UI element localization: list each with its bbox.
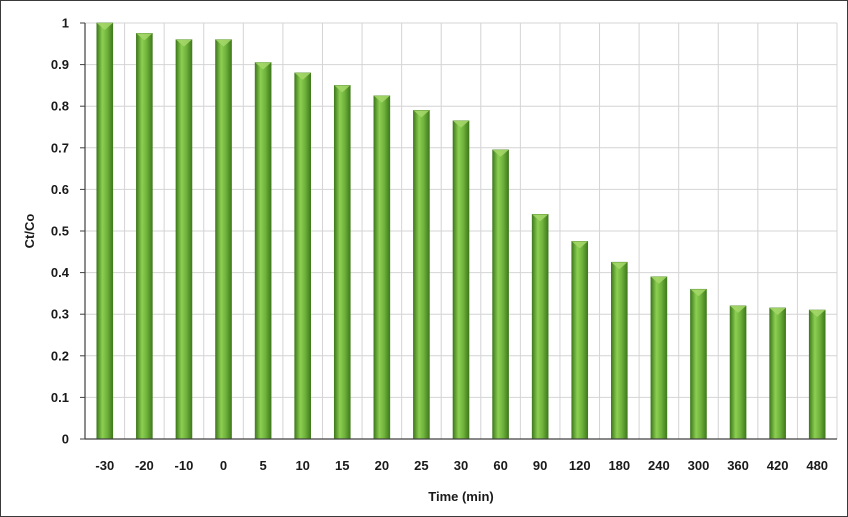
bar (294, 72, 311, 440)
bar-cap (215, 39, 232, 47)
bar-cap (690, 289, 707, 297)
bar (690, 288, 707, 440)
x-axis-title: Time (min) (428, 489, 494, 504)
y-tick-label: 0.5 (51, 224, 69, 239)
x-tick-labels: -30 -20 -10 0 5 10 15 20 25 30 60 90 120 180 240 300 360… (95, 458, 828, 473)
x-tick-label: 20 (375, 458, 389, 473)
bar (373, 95, 391, 440)
bar (729, 305, 747, 440)
bar (492, 149, 509, 440)
y-tick-labels: 0 0.1 0.2 0.3 0.4 0.5 0.6 0.7 0.8 0.9 1 (51, 16, 70, 447)
bar (333, 85, 351, 440)
bar-cap (334, 85, 351, 93)
bar (769, 307, 786, 440)
bar-body (571, 241, 589, 440)
bar (452, 120, 470, 440)
bar-body (492, 149, 509, 440)
bar-body (373, 95, 391, 440)
bar-cap (413, 110, 430, 118)
x-tick-label: 0 (220, 458, 227, 473)
bar-cap (453, 120, 469, 128)
bar (531, 214, 549, 440)
bar-cap (96, 23, 113, 30)
bar (571, 241, 589, 440)
bar-body (808, 309, 826, 440)
x-tick-label: 180 (608, 458, 630, 473)
bar (808, 309, 826, 440)
bar (96, 22, 114, 440)
bar (215, 39, 232, 440)
bar-body (215, 39, 232, 440)
y-tick-label: 0.1 (51, 390, 69, 405)
bar-body (254, 62, 272, 440)
bar-cap (730, 305, 747, 313)
x-tick-label: 5 (259, 458, 266, 473)
bar-cap (492, 149, 509, 157)
bar-body (452, 120, 470, 440)
y-tick-label: 0.9 (51, 57, 69, 72)
bar-cap (373, 95, 390, 103)
x-tick-label: -20 (135, 458, 154, 473)
bar-body (333, 85, 351, 440)
bars (96, 22, 826, 440)
bar-cap (136, 33, 153, 41)
grid-lines (85, 22, 838, 439)
y-tick-label: 0.2 (51, 348, 69, 363)
x-tick-label: 25 (414, 458, 428, 473)
bar-cap (294, 72, 311, 80)
y-tick-label: 0.4 (51, 265, 70, 280)
bar-body (294, 72, 311, 440)
bar-cap (769, 307, 786, 315)
bar-body (96, 22, 114, 440)
bar-body (690, 288, 707, 440)
y-axis-title: Ct/Co (22, 214, 37, 249)
bar-cap (255, 62, 272, 70)
bar-cap (571, 241, 588, 249)
bar (254, 62, 272, 440)
x-tick-label: 60 (493, 458, 507, 473)
bar-body (413, 110, 430, 440)
bar-body (175, 39, 193, 440)
y-tick-label: 0.3 (51, 307, 69, 322)
x-tick-label: 420 (767, 458, 789, 473)
bar-cap (611, 262, 628, 270)
axes (80, 22, 837, 440)
x-tick-label: -10 (175, 458, 194, 473)
x-tick-label: 15 (335, 458, 349, 473)
x-tick-label: 30 (454, 458, 468, 473)
bar-cap (809, 310, 826, 318)
bar-cap (175, 39, 192, 47)
bar (611, 261, 628, 440)
bar-body (650, 276, 668, 440)
y-tick-label: 0.6 (51, 182, 69, 197)
bar (413, 110, 430, 440)
x-tick-label: 480 (806, 458, 828, 473)
x-tick-label: 360 (727, 458, 749, 473)
y-tick-label: 0 (62, 432, 69, 447)
x-tick-label: -30 (95, 458, 114, 473)
y-tick-label: 1 (62, 16, 69, 31)
x-tick-label: 240 (648, 458, 670, 473)
y-tick-label: 0.7 (51, 140, 69, 155)
bar-body (531, 214, 549, 440)
bar-body (136, 33, 153, 440)
x-tick-label: 120 (569, 458, 591, 473)
bar-body (729, 305, 747, 440)
bar-cap (532, 214, 549, 222)
x-tick-label: 90 (533, 458, 547, 473)
bar-cap (650, 276, 667, 284)
bar-body (769, 307, 786, 440)
y-tick-label: 0.8 (51, 99, 69, 114)
bar (175, 39, 193, 440)
x-tick-label: 10 (295, 458, 309, 473)
x-tick-label: 300 (688, 458, 710, 473)
bar-body (611, 261, 628, 440)
bar (650, 276, 668, 440)
bar (136, 33, 153, 440)
